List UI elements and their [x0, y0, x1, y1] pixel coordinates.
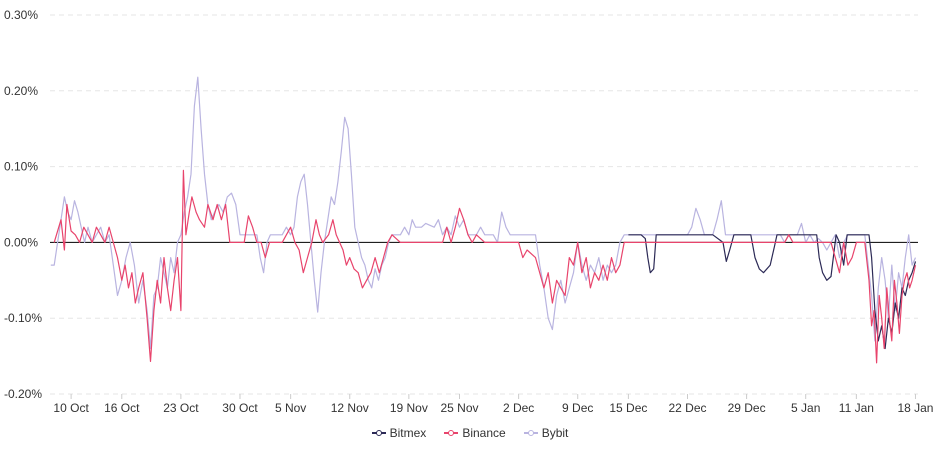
y-tick-label: 0.20% [4, 84, 38, 98]
legend-label-binance: Binance [462, 426, 506, 440]
legend-swatch-bybit [523, 430, 538, 436]
legend-item-bitmex[interactable]: Bitmex [371, 426, 427, 440]
y-tick-label: 0.00% [4, 235, 38, 249]
x-tick-label: 9 Dec [562, 401, 593, 415]
legend-swatch-bitmex [371, 430, 386, 436]
y-tick-label: -0.20% [4, 387, 42, 401]
legend-item-bybit[interactable]: Bybit [523, 426, 569, 440]
x-tick-label: 12 Nov [331, 401, 369, 415]
y-tick-label: -0.10% [4, 311, 42, 325]
y-tick-label: 0.10% [4, 160, 38, 174]
x-tick-label: 18 Jan [897, 401, 933, 415]
x-tick-label: 30 Oct [222, 401, 258, 415]
x-tick-label: 15 Dec [609, 401, 647, 415]
x-tick-label: 11 Jan [839, 401, 874, 415]
x-tick-label: 29 Dec [728, 401, 766, 415]
y-tick-label: 0.30% [4, 8, 38, 22]
legend: Bitmex Binance Bybit [0, 426, 940, 440]
x-tick-label: 16 Oct [104, 401, 140, 415]
x-tick-label: 23 Oct [163, 401, 199, 415]
series-line-bitmex[interactable] [628, 234, 917, 350]
x-tick-label: 5 Nov [275, 401, 306, 415]
legend-item-binance[interactable]: Binance [444, 426, 506, 440]
legend-label-bitmex: Bitmex [389, 426, 427, 440]
x-tick-label: 2 Dec [503, 401, 534, 415]
x-tick-label: 19 Nov [390, 401, 428, 415]
x-tick-label: 25 Nov [440, 401, 478, 415]
x-tick-label: 10 Oct [53, 401, 89, 415]
series-line-binance[interactable] [53, 169, 917, 364]
legend-label-bybit: Bybit [541, 426, 569, 440]
x-tick-label: 22 Dec [668, 401, 706, 415]
legend-swatch-binance [444, 430, 459, 436]
x-tick-label: 5 Jan [791, 401, 820, 415]
